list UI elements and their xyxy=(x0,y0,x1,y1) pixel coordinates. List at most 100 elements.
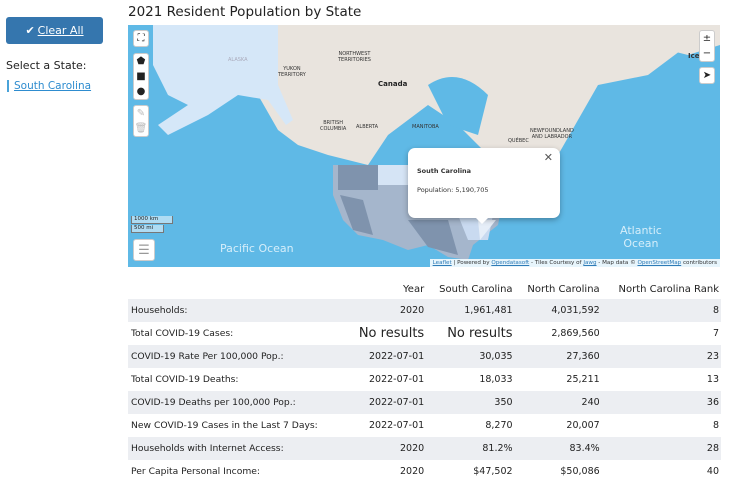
zoom-in-icon[interactable]: ± xyxy=(702,33,712,44)
table-row: COVID-19 Deaths per 100,000 Pop.: 2022-07… xyxy=(128,391,721,414)
label-manitoba: MANITOBA xyxy=(412,124,439,130)
table-row: Households with Internet Access: 2020 81.2… xyxy=(128,437,721,460)
nc-cell: 25,211 xyxy=(566,374,600,385)
state-popup: ✕ South Carolina Population: 5,190,705 xyxy=(408,148,560,224)
close-icon[interactable]: ✕ xyxy=(543,151,553,164)
row-label: Per Capita Personal Income: xyxy=(131,466,261,477)
year-cell: 2022-07-01 xyxy=(346,391,427,414)
label-atlantic-ocean: Atlantic Ocean xyxy=(620,224,662,250)
map[interactable]: ALASKA YUKON TERRITORY NORTHWEST TERRITO… xyxy=(128,25,720,267)
rank-cell: 8 xyxy=(601,299,721,322)
rank-cell: 8 xyxy=(712,420,719,431)
label-newfoundland: NEWFOUNDLAND AND LABRADOR xyxy=(530,128,574,140)
table-row: New COVID-19 Cases in the Last 7 Days: 20… xyxy=(128,414,721,437)
scale-km: 1000 km xyxy=(131,216,173,224)
table-row: Households: 2020 1,961,481 4,031,592 8 xyxy=(128,299,721,322)
locate-arrow-icon: ➤ xyxy=(702,70,712,81)
year-cell: 2020 xyxy=(400,466,425,477)
label-bc: BRITISH COLUMBIA xyxy=(320,120,347,132)
nc-cell: 2,869,560 xyxy=(551,328,600,339)
rank-cell: 7 xyxy=(712,328,719,339)
nc-cell: 20,007 xyxy=(566,420,600,431)
col-north-carolina: North Carolina xyxy=(527,284,600,295)
rank-cell: 28 xyxy=(601,437,721,460)
nc-cell: 27,360 xyxy=(514,345,602,368)
sc-cell: 8,270 xyxy=(485,420,513,431)
year-cell: 2022-07-01 xyxy=(368,420,425,431)
rank-cell: 13 xyxy=(706,374,719,385)
draw-rectangle-icon[interactable]: ■ xyxy=(136,71,146,82)
draw-toolbar: ⬟ ■ ● xyxy=(133,53,149,100)
map-tiles xyxy=(153,25,720,260)
popup-population: Population: 5,190,705 xyxy=(417,186,489,194)
popup-title: South Carolina xyxy=(417,167,472,175)
label-yukon: YUKON TERRITORY xyxy=(278,66,306,78)
year-cell: 2020 xyxy=(346,299,427,322)
row-label: New COVID-19 Cases in the Last 7 Days: xyxy=(131,420,318,431)
row-label: Households with Internet Access: xyxy=(128,437,347,460)
sc-cell: 18,033 xyxy=(479,374,513,385)
table-row: COVID-19 Rate Per 100,000 Pop.: 2022-07-0… xyxy=(128,345,721,368)
leaflet-link[interactable]: Leaflet xyxy=(432,260,452,266)
sc-cell: 350 xyxy=(426,391,515,414)
col-year: Year xyxy=(403,284,425,295)
table-row: Total COVID-19 Cases: No results No result… xyxy=(128,322,721,345)
zoom-out-icon[interactable]: − xyxy=(702,48,712,59)
jawg-link[interactable]: Jawg xyxy=(583,260,597,266)
label-alaska: ALASKA xyxy=(228,57,248,63)
table-row: Total COVID-19 Deaths: 2022-07-01 18,033 25… xyxy=(128,368,721,391)
table-header: Year South Carolina North Carolina North… xyxy=(128,280,721,299)
rank-cell: 40 xyxy=(706,466,719,477)
map-attribution: Leaflet | Powered by Opendatasoft - Tile… xyxy=(429,259,720,267)
opendatasoft-link[interactable]: Opendatasoft xyxy=(491,260,530,266)
draw-circle-icon[interactable]: ● xyxy=(136,86,146,97)
rank-cell: 36 xyxy=(601,391,721,414)
fullscreen-button[interactable]: ⛶ xyxy=(133,30,149,47)
layers-icon: ☰ xyxy=(138,242,150,258)
nc-cell: 240 xyxy=(514,391,602,414)
label-alberta: ALBERTA xyxy=(356,124,378,130)
edit-icon[interactable]: ✎ xyxy=(136,108,146,119)
osm-link[interactable]: OpenStreetMap xyxy=(637,260,682,266)
clear-all-button[interactable]: ✔ Clear All xyxy=(6,17,103,44)
sc-cell: No results xyxy=(447,326,513,341)
row-label: COVID-19 Deaths per 100,000 Pop.: xyxy=(128,391,347,414)
nc-cell: 4,031,592 xyxy=(514,299,602,322)
year-cell: 2022-07-01 xyxy=(368,374,425,385)
scale-mi: 500 mi xyxy=(131,225,164,233)
label-nwt: NORTHWEST TERRITORIES xyxy=(338,51,371,63)
fullscreen-icon: ⛶ xyxy=(137,33,145,44)
page-title: 2021 Resident Population by State xyxy=(128,4,362,20)
label-quebec: QUÉBEC xyxy=(508,138,529,144)
row-label: Total COVID-19 Cases: xyxy=(131,328,234,339)
nc-cell: 83.4% xyxy=(514,437,602,460)
sc-cell: 81.2% xyxy=(426,437,515,460)
col-nc-rank: North Carolina Rank xyxy=(618,284,719,295)
sc-cell: 1,961,481 xyxy=(426,299,515,322)
select-state-label: Select a State: xyxy=(6,59,87,72)
draw-polygon-icon[interactable]: ⬟ xyxy=(136,56,146,67)
table-row: Per Capita Personal Income: 2020 $47,502 $5… xyxy=(128,460,721,483)
year-cell: 2022-07-01 xyxy=(346,345,427,368)
label-pacific-ocean: Pacific Ocean xyxy=(220,242,294,255)
label-iceland: Icel xyxy=(688,52,702,60)
sc-cell: 30,035 xyxy=(426,345,515,368)
delete-icon[interactable]: 🗑 xyxy=(134,123,148,134)
row-label: Households: xyxy=(128,299,347,322)
row-label: Total COVID-19 Deaths: xyxy=(131,374,239,385)
layers-button[interactable]: ☰ xyxy=(133,239,155,261)
rank-cell: 23 xyxy=(601,345,721,368)
state-stats-table: Year South Carolina North Carolina North… xyxy=(128,280,721,483)
year-cell: 2020 xyxy=(346,437,427,460)
col-south-carolina: South Carolina xyxy=(439,284,513,295)
nc-cell: $50,086 xyxy=(560,466,600,477)
sc-cell: $47,502 xyxy=(473,466,513,477)
row-label: COVID-19 Rate Per 100,000 Pop.: xyxy=(128,345,347,368)
check-icon: ✔ xyxy=(25,24,35,37)
label-canada: Canada xyxy=(378,80,408,88)
selected-state-link[interactable]: South Carolina xyxy=(7,80,91,92)
locate-button[interactable]: ➤ xyxy=(699,67,715,84)
zoom-control: ± − xyxy=(699,30,715,62)
year-cell: No results xyxy=(358,326,425,341)
edit-toolbar: ✎ 🗑 xyxy=(133,105,149,137)
